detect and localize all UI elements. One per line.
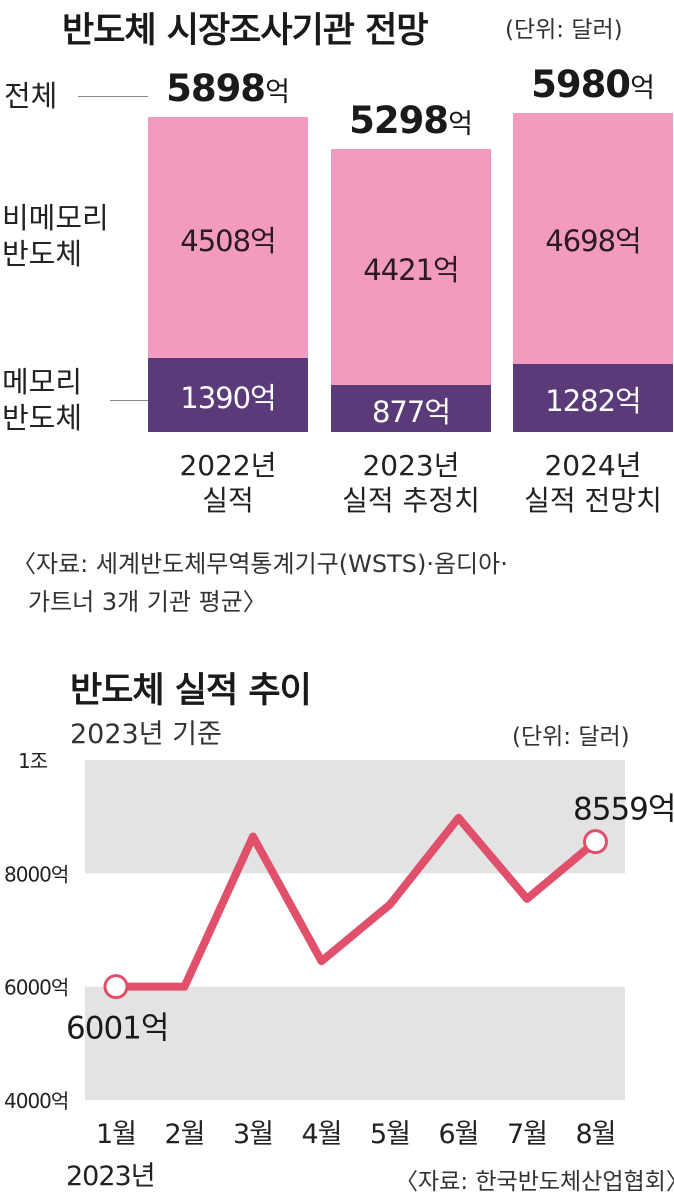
series-line — [112, 813, 600, 991]
series-point-marker — [583, 829, 608, 855]
row-label-memory-line1: 메모리 — [2, 365, 83, 399]
bar-memory-label: 1390억 — [180, 380, 276, 415]
bar-category-label-line: 2024년 — [544, 449, 642, 482]
bar-memory-label: 1282억 — [545, 383, 641, 418]
bar-total-label: 5298억 — [321, 99, 501, 142]
chart2-source: 〈자료: 한국반도체산업협회〉 — [395, 1169, 674, 1195]
bar-total-value: 5980 — [531, 63, 631, 107]
x-tick-label: 6월 — [438, 1119, 478, 1150]
bar-memory: 1282억 — [513, 363, 673, 432]
row-label-memory: 메모리 반도체 — [2, 364, 82, 436]
bar-total-label: 5898억 — [138, 67, 318, 110]
bar-non-memory: 4421억 — [331, 149, 491, 386]
bar-total-unit: 억 — [265, 77, 290, 109]
bar-non-memory-label: 4508억 — [180, 223, 276, 258]
chart2-unit: (단위: 달러) — [512, 724, 630, 750]
bar-total-label: 5980억 — [503, 63, 674, 106]
series-point-marker — [103, 974, 129, 1000]
row-label-non-memory-line1: 비메모리 — [2, 201, 109, 235]
bar-category-label-line: 2023년 — [362, 449, 460, 482]
x-axis-year-label: 2023년 — [66, 1161, 155, 1192]
row-label-non-memory: 비메모리 반도체 — [2, 200, 109, 272]
bar-memory: 877억 — [331, 385, 491, 432]
bar-total-value: 5898 — [166, 67, 266, 111]
bar-category-label-line: 실적 — [202, 484, 254, 517]
y-tick-label: 6000억 — [4, 976, 68, 1000]
x-tick-label: 8월 — [575, 1119, 615, 1150]
bar-non-memory: 4508억 — [148, 117, 308, 358]
x-tick-label: 4월 — [301, 1119, 341, 1150]
bar-total-unit: 억 — [448, 109, 473, 141]
bar-memory-label: 877억 — [371, 394, 451, 429]
bar-category-label-line: 실적 추정치 — [342, 484, 480, 517]
band-upper — [85, 760, 625, 874]
row-label-total-leader — [78, 96, 148, 97]
bar-non-memory-label: 4421억 — [363, 253, 459, 288]
bar-memory: 1390억 — [148, 357, 308, 432]
x-tick-label: 3월 — [233, 1119, 273, 1150]
chart1-title: 반도체 시장조사기관 전망 — [62, 11, 429, 51]
x-tick-label: 7월 — [507, 1119, 547, 1150]
bar-category-label-line: 실적 전망치 — [524, 484, 662, 517]
bar-category-label-line: 2022년 — [179, 449, 277, 482]
x-tick-label: 1월 — [96, 1119, 136, 1150]
row-label-non-memory-line2: 반도체 — [2, 237, 83, 271]
bar-total-unit: 억 — [630, 73, 655, 105]
row-label-memory-leader — [110, 400, 148, 401]
chart2-subtitle: 2023년 기준 — [70, 719, 222, 750]
data-label-last: 8559억 — [573, 792, 674, 828]
bar-non-memory-label: 4698억 — [545, 224, 641, 259]
bar-category-label: 2023년 실적 추정치 — [301, 448, 521, 518]
bar-non-memory: 4698억 — [513, 113, 673, 364]
chart1-source: 〈자료: 세계반도체무역통계기구(WSTS)·옴디아· 가트너 3개 기관 평균… — [12, 545, 508, 621]
y-tick-label: 8000억 — [4, 862, 68, 886]
bar-category-label: 2022년 실적 — [118, 448, 338, 518]
data-label-first: 6001억 — [66, 1011, 168, 1047]
y-tick-label: 4000억 — [4, 1089, 68, 1113]
x-tick-label: 5월 — [370, 1119, 410, 1150]
x-tick-label: 2월 — [164, 1119, 204, 1150]
y-tick-label: 1조 — [18, 749, 48, 773]
chart1-unit: (단위: 달러) — [505, 17, 623, 43]
chart2-title: 반도체 실적 추이 — [70, 671, 312, 711]
row-label-memory-line2: 반도체 — [2, 401, 83, 435]
chart1-source-line2: 가트너 3개 기관 평균〉 — [28, 588, 267, 616]
row-label-total: 전체 — [4, 79, 58, 113]
band-lower — [85, 986, 625, 1100]
bar-category-label: 2024년 실적 전망치 — [483, 448, 674, 518]
bar-total-value: 5298 — [349, 99, 449, 143]
chart1-source-line1: 〈자료: 세계반도체무역통계기구(WSTS)·옴디아· — [12, 550, 508, 578]
